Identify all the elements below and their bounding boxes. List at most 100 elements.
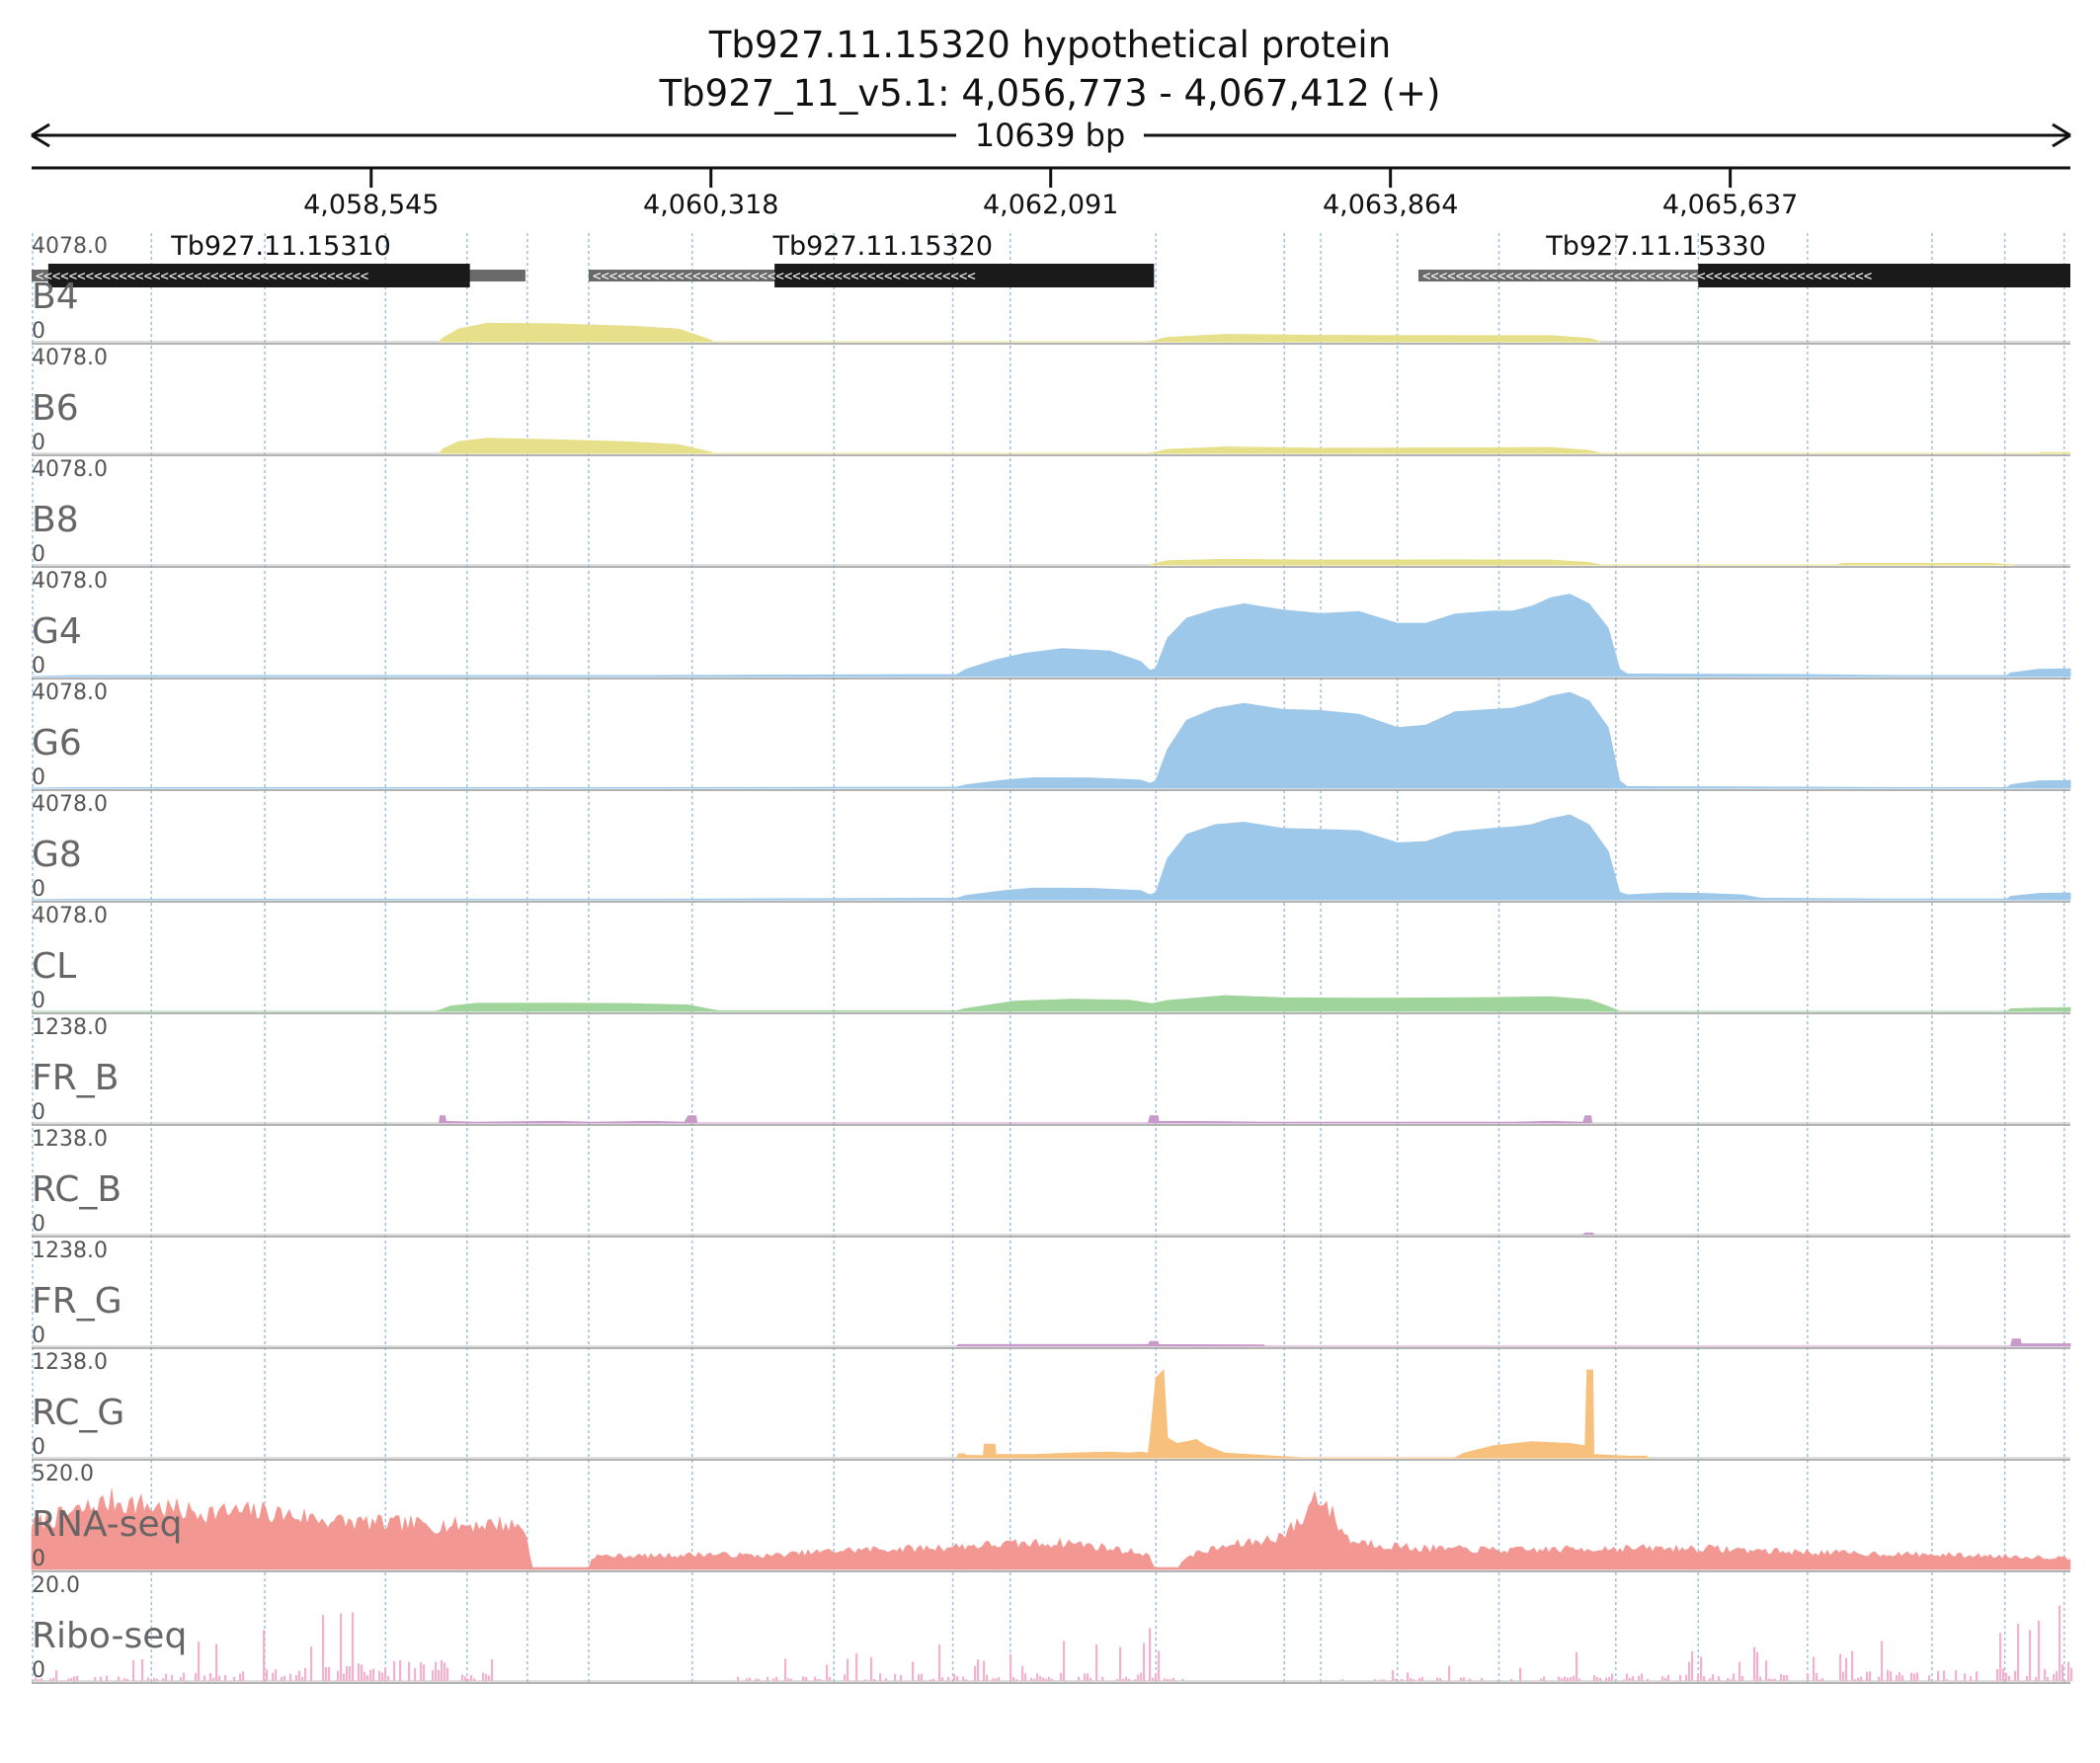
read-bar: [879, 1673, 882, 1681]
coverage-area: [1581, 1232, 1595, 1236]
read-bar: [1030, 1677, 1033, 1681]
coverage-area: [31, 814, 2071, 901]
track-name: FR_G: [32, 1281, 122, 1322]
gene-model[interactable]: Tb927.11.15320 <<<<<<<<<<<<<<<<<<<<<<<<<<…: [588, 231, 1155, 287]
track-min-label: 0: [32, 319, 45, 344]
read-bar: [263, 1630, 266, 1681]
read-bar: [1481, 1677, 1484, 1681]
read-bar: [1439, 1678, 1442, 1681]
read-bar: [73, 1676, 76, 1681]
read-bar: [485, 1673, 488, 1681]
read-bar: [1155, 1673, 1158, 1681]
read-bar: [790, 1678, 793, 1681]
read-bar: [2067, 1661, 2070, 1681]
read-bar: [1395, 1678, 1398, 1681]
coverage-area: [955, 1338, 2071, 1347]
read-bar: [1460, 1677, 1463, 1681]
track-b8: B8 4078.0 0: [32, 457, 2070, 568]
read-bar: [1638, 1675, 1641, 1681]
read-bar: [446, 1667, 449, 1681]
read-bar: [1845, 1657, 1848, 1681]
read-bar: [473, 1678, 476, 1681]
read-bar: [1816, 1673, 1818, 1681]
read-bar: [1149, 1628, 1152, 1681]
read-bar: [1140, 1672, 1143, 1681]
track-min-label: 0: [32, 1435, 45, 1460]
track-min-label: 0: [32, 1100, 45, 1125]
track-max-label: 1238.0: [32, 1015, 108, 1040]
region-coordinates: Tb927_11_v5.1: 4,056,773 - 4,067,412 (+): [659, 72, 1441, 115]
read-bar: [275, 1669, 278, 1681]
read-bar: [387, 1676, 390, 1681]
read-bar: [1021, 1665, 1024, 1681]
read-bar: [1125, 1676, 1128, 1681]
read-bar: [322, 1615, 325, 1681]
read-bar: [1999, 1633, 2002, 1681]
track-rc-g: RC_G 1238.0 0: [32, 1350, 2070, 1461]
read-bar: [266, 1669, 269, 1681]
read-bar: [1605, 1677, 1608, 1681]
read-bar: [1599, 1678, 1602, 1681]
read-bar: [289, 1673, 292, 1681]
read-bar: [918, 1674, 921, 1681]
read-bar: [1753, 1646, 1756, 1681]
read-bar: [106, 1675, 109, 1681]
read-bar: [1170, 1679, 1172, 1681]
read-bar: [864, 1679, 867, 1681]
gene-cds-bar: [47, 264, 470, 287]
read-bar: [94, 1677, 97, 1681]
read-bar: [384, 1667, 387, 1681]
read-bar: [1383, 1679, 1386, 1681]
read-bar: [1401, 1678, 1404, 1681]
read-bar: [1901, 1675, 1904, 1681]
read-bar: [1611, 1673, 1614, 1681]
read-bar: [1771, 1678, 1774, 1681]
read-bar: [1137, 1674, 1140, 1681]
read-bar: [1181, 1678, 1184, 1681]
read-bar: [224, 1674, 227, 1681]
read-bar: [1741, 1675, 1744, 1681]
read-bar: [1407, 1672, 1410, 1681]
read-bar: [399, 1660, 402, 1681]
track-max-label: 1238.0: [32, 1127, 108, 1152]
read-bar: [772, 1678, 775, 1681]
coverage-area: [31, 594, 2071, 678]
track-min-label: 0: [32, 1547, 45, 1571]
read-bar: [2059, 1605, 2061, 1681]
read-bar: [1122, 1678, 1125, 1681]
read-bar: [1164, 1678, 1167, 1681]
read-bar: [1575, 1651, 1578, 1681]
read-bar: [2026, 1675, 2029, 1681]
read-bar: [1697, 1674, 1700, 1681]
read-bar: [70, 1678, 73, 1681]
read-bar: [1134, 1679, 1137, 1681]
read-bar: [328, 1666, 331, 1681]
track-name: G8: [32, 835, 82, 875]
read-bar: [438, 1669, 441, 1681]
tick-label: 4,058,545: [303, 190, 439, 220]
read-bar: [1647, 1678, 1650, 1681]
read-bar: [1158, 1650, 1161, 1681]
read-bar: [873, 1679, 876, 1681]
read-bar: [998, 1677, 1001, 1681]
track-name: RC_G: [32, 1393, 124, 1433]
read-bar: [1780, 1674, 1783, 1681]
read-bar: [1709, 1678, 1712, 1681]
read-bar: [183, 1672, 186, 1681]
read-bar: [435, 1661, 438, 1681]
read-bar: [301, 1676, 304, 1681]
read-bar: [1063, 1641, 1066, 1681]
read-bar: [420, 1662, 423, 1681]
read-bar: [992, 1678, 995, 1681]
read-bar: [1042, 1677, 1045, 1681]
track-name: B6: [32, 388, 79, 429]
read-bar: [983, 1660, 986, 1681]
gene-model[interactable]: Tb927.11.15310 <<<<<<<<<<<<<<<<<<<<<<<<<<…: [32, 231, 525, 287]
read-bar: [1970, 1676, 1973, 1681]
read-bar: [953, 1674, 956, 1681]
gene-model[interactable]: Tb927.11.15330 <<<<<<<<<<<<<<<<<<<<<<<<<<…: [1418, 231, 2070, 287]
read-bar: [941, 1677, 944, 1681]
track-rna-seq: RNA-seq 520.0 0: [31, 1462, 2071, 1572]
strand-chevrons: <<<<<<<<<<<<<<<<<<<<<<<<<<<<<<<<<<<<<<<<…: [593, 269, 976, 284]
